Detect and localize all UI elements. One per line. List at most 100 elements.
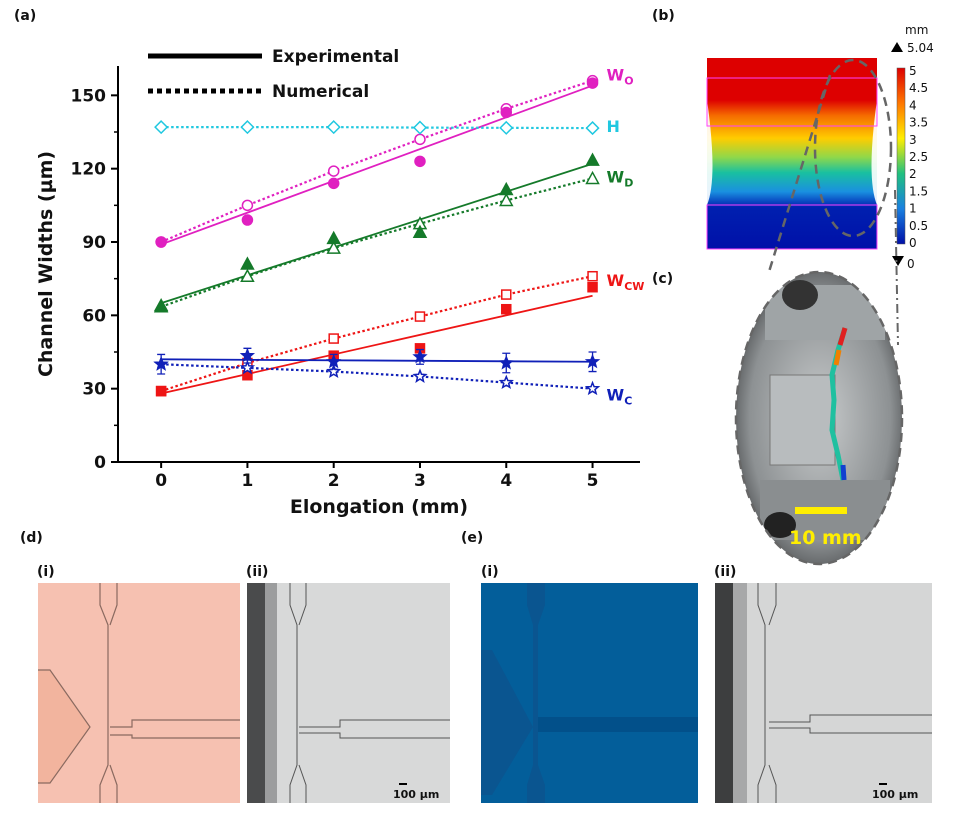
scale-bar-label: 100 µm (393, 788, 439, 801)
colorbar (896, 67, 906, 245)
numerical-line (160, 79, 593, 244)
colorbar-tick-label: 3 (909, 133, 917, 147)
colorbar-tick-label: 1 (909, 202, 917, 216)
experimental-point (587, 281, 598, 293)
experimental-point (153, 356, 169, 371)
simulation-image-e (481, 583, 698, 803)
series-label-H: H (607, 117, 620, 136)
colorbar-tick-label: 4.5 (909, 81, 928, 95)
numerical-point (241, 199, 254, 212)
x-axis-title: Elongation (mm) (290, 496, 468, 518)
numerical-point (240, 120, 255, 135)
numerical-line (161, 363, 593, 390)
experimental-point (412, 224, 428, 238)
numerical-point (501, 289, 512, 300)
experimental-point (585, 152, 600, 166)
y-tick-label: 60 (82, 306, 106, 326)
colorbar-tick-label: 2.5 (909, 150, 928, 164)
numerical-point (414, 133, 426, 146)
x-tick-label: 3 (414, 471, 426, 491)
subpanel-label: (ii) (246, 564, 268, 580)
experimental-fit-line (160, 294, 593, 395)
panel-label-a: (a) (14, 8, 36, 24)
experimental-fit-line (160, 162, 593, 304)
colorbar-tick-label: 3.5 (909, 116, 928, 130)
series-label-WD: WD (607, 167, 634, 189)
numerical-point (412, 368, 428, 383)
y-tick-label: 150 (71, 86, 107, 106)
experimental-point (155, 236, 167, 248)
colorbar-tick-label: 0 (909, 236, 917, 250)
photo-scale-label: 10 mm (789, 527, 862, 549)
simulation-image-d (38, 583, 240, 803)
connector-line (766, 74, 832, 276)
numerical-point (498, 374, 514, 390)
panel-label-c: (c) (652, 271, 673, 287)
x-tick-label: 2 (328, 471, 340, 491)
experimental-point (414, 155, 426, 168)
experimental-point (240, 256, 255, 270)
colorbar-min: 0 (907, 257, 915, 271)
colorbar-unit: mm (905, 23, 928, 37)
micrograph-d (247, 583, 450, 803)
colorbar-tick-label: 1.5 (909, 184, 928, 198)
x-tick-label: 5 (587, 471, 599, 491)
series-WC: WC (153, 347, 633, 408)
series-label-WO: WO (607, 66, 634, 88)
legend-numerical-label: Numerical (272, 82, 369, 102)
panel-label-e: (e) (461, 530, 483, 546)
numerical-point (499, 120, 514, 135)
micrograph-e (715, 583, 932, 803)
zoom-region-ellipse (813, 58, 893, 238)
colorbar-tick-label: 2 (909, 167, 917, 181)
experimental-point (241, 214, 254, 226)
experimental-point (500, 106, 513, 119)
series-WD: WD (153, 152, 634, 313)
device-photo: 10 mm (736, 272, 902, 564)
experimental-point (498, 354, 514, 370)
experimental-point (326, 230, 341, 245)
photo-ellipse-border (734, 270, 904, 566)
experimental-point (412, 348, 428, 364)
numerical-point (326, 120, 341, 135)
numerical-point (585, 121, 600, 136)
numerical-point (499, 192, 514, 207)
experimental-fit-line (160, 84, 593, 246)
experimental-point (586, 77, 599, 89)
y-tick-label: 0 (94, 453, 106, 473)
series-label-WCW: WCW (607, 271, 645, 293)
x-tick-label: 4 (500, 471, 512, 491)
min-triangle-icon (892, 256, 904, 266)
series-label-WC: WC (607, 386, 633, 408)
subpanel-label: (ii) (714, 564, 736, 580)
deformation-map (706, 58, 878, 250)
numerical-point (328, 333, 339, 344)
series-WO: WO (155, 66, 634, 248)
numerical-point (412, 120, 428, 135)
y-tick-label: 30 (82, 380, 106, 400)
experimental-point (501, 303, 512, 315)
subpanel-label: (i) (37, 564, 55, 580)
numerical-point (326, 240, 341, 254)
numerical-line (160, 177, 593, 308)
y-tick-label: 90 (82, 233, 106, 253)
numerical-line (161, 126, 593, 130)
connector-line (894, 189, 899, 346)
experimental-point (584, 353, 601, 369)
colorbar-max: 5.04 (907, 41, 934, 55)
colorbar-tick-label: 0.5 (909, 219, 928, 233)
x-tick-label: 1 (241, 471, 253, 491)
numerical-point (326, 363, 342, 379)
numerical-point (587, 270, 598, 282)
experimental-point (239, 347, 256, 363)
numerical-point (240, 268, 255, 282)
series-WCW: WCW (155, 270, 645, 397)
y-axis-title: Channel Widths (µm) (35, 151, 57, 377)
numerical-point (584, 380, 601, 396)
experimental-point (155, 385, 167, 397)
experimental-point (153, 297, 169, 312)
colorbar-tick-label: 5 (909, 64, 917, 78)
max-triangle-icon (891, 42, 903, 52)
experimental-point (327, 177, 340, 190)
